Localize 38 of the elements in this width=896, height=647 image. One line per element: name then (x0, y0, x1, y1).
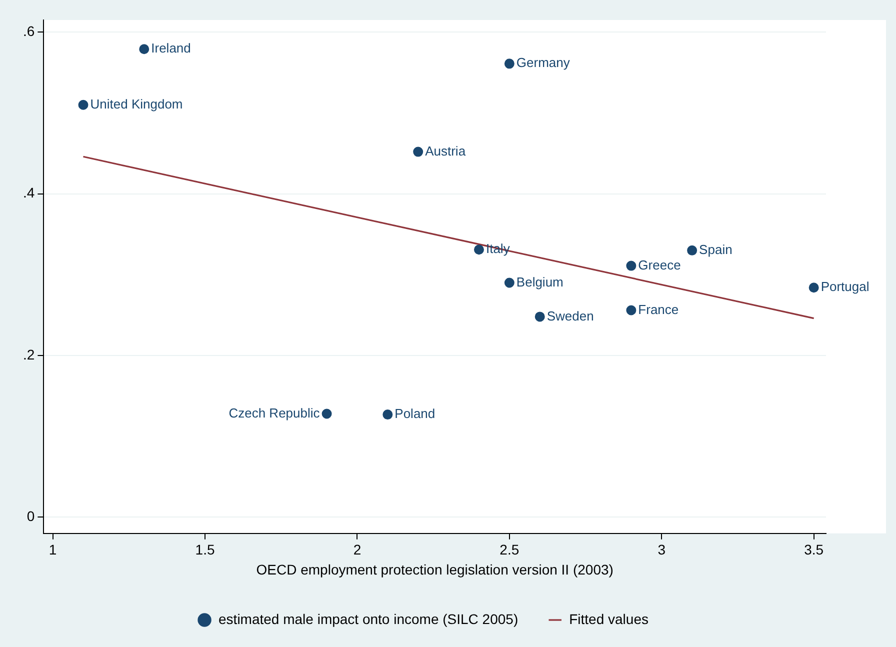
y-tick-label: 0 (26, 508, 35, 524)
point (534, 312, 545, 322)
x-tick-label: 2.5 (500, 542, 520, 558)
annotation: Belgium (516, 274, 564, 290)
annotation: Germany (516, 55, 570, 70)
x-tick-label: 2 (353, 542, 362, 558)
point (808, 282, 819, 293)
legend-label: estimated male impact onto income (SILC 2005) (218, 610, 518, 627)
x-tick-label: 1 (48, 542, 57, 558)
y-tick-label: .6 (22, 22, 35, 39)
point (504, 278, 514, 288)
x-tick-label: 1.5 (195, 542, 215, 558)
x-tick-label: 3 (658, 542, 666, 558)
annotation: Spain (699, 242, 732, 257)
annotation: France (638, 302, 679, 317)
point (382, 410, 393, 420)
point (413, 146, 424, 157)
annotation: United Kingdom (90, 96, 183, 112)
point (139, 44, 150, 54)
point (504, 58, 514, 69)
point (626, 260, 636, 271)
annotation: Austria (425, 143, 466, 158)
x-tick-label: 3.5 (804, 542, 824, 558)
point (687, 245, 698, 256)
annotation: Portugal (820, 279, 870, 294)
point (626, 305, 636, 316)
annotation: Greece (638, 257, 681, 272)
point (474, 244, 484, 255)
annotation: Sweden (546, 308, 594, 324)
point (322, 408, 332, 419)
annotation: Czech Republic (228, 405, 320, 420)
x-axis-title: OECD employment protection legislation version II (2003) (256, 561, 614, 578)
annotation: Ireland (151, 40, 191, 56)
legend-label: Fitted values (569, 610, 648, 627)
point (78, 100, 88, 110)
annotation: Poland (394, 406, 436, 422)
y-tick-label: .4 (22, 184, 35, 201)
y-tick-label: .2 (22, 346, 35, 362)
